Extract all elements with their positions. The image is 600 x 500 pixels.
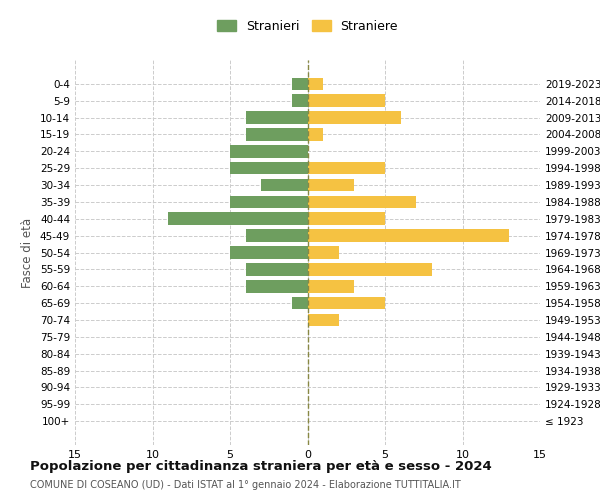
Bar bbox=[308, 162, 385, 174]
Bar bbox=[245, 280, 308, 292]
Bar bbox=[245, 128, 308, 141]
Text: Popolazione per cittadinanza straniera per età e sesso - 2024: Popolazione per cittadinanza straniera p… bbox=[30, 460, 492, 473]
Bar bbox=[230, 196, 308, 208]
Bar bbox=[308, 297, 385, 310]
Bar bbox=[308, 212, 385, 225]
Bar bbox=[308, 263, 431, 276]
Bar bbox=[261, 178, 308, 192]
Bar bbox=[245, 111, 308, 124]
Bar bbox=[308, 246, 338, 259]
Bar bbox=[308, 78, 323, 90]
Text: COMUNE DI COSEANO (UD) - Dati ISTAT al 1° gennaio 2024 - Elaborazione TUTTITALIA: COMUNE DI COSEANO (UD) - Dati ISTAT al 1… bbox=[30, 480, 461, 490]
Bar bbox=[308, 94, 385, 107]
Bar bbox=[308, 178, 354, 192]
Bar bbox=[308, 111, 401, 124]
Bar bbox=[245, 230, 308, 242]
Bar bbox=[245, 263, 308, 276]
Bar bbox=[308, 314, 338, 326]
Y-axis label: Fasce di età: Fasce di età bbox=[22, 218, 34, 288]
Bar bbox=[292, 78, 308, 90]
Bar bbox=[308, 128, 323, 141]
Bar bbox=[292, 94, 308, 107]
Bar bbox=[168, 212, 308, 225]
Bar bbox=[292, 297, 308, 310]
Bar bbox=[230, 246, 308, 259]
Bar bbox=[308, 230, 509, 242]
Legend: Stranieri, Straniere: Stranieri, Straniere bbox=[213, 16, 402, 36]
Bar bbox=[308, 280, 354, 292]
Bar bbox=[230, 145, 308, 158]
Bar bbox=[230, 162, 308, 174]
Bar bbox=[308, 196, 416, 208]
